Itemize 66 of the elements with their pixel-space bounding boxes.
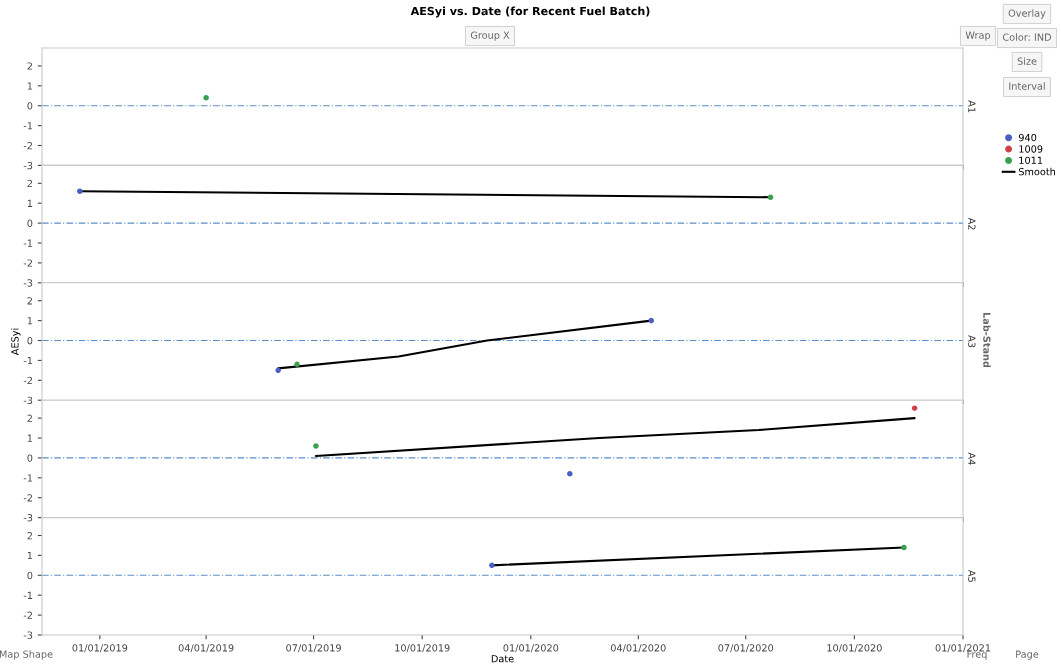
y-tick-label: 1 <box>27 434 33 442</box>
y-tick-label: -2 <box>23 611 32 619</box>
y-tick-label: -2 <box>23 376 32 384</box>
x-tick-label: 04/01/2019 <box>178 644 234 653</box>
text: Interval <box>1009 82 1045 90</box>
y-tick-label: 1 <box>27 317 33 325</box>
y-tick-label: -1 <box>23 239 33 247</box>
point <box>275 367 281 374</box>
point <box>313 443 319 449</box>
y-tick-label: 0 <box>27 102 33 110</box>
y-tick-label: 1 <box>27 199 33 207</box>
y-tick-label: 2 <box>27 62 32 70</box>
legend-label: 1009 <box>1019 145 1043 153</box>
y-tick-label: 1 <box>27 552 33 560</box>
x-tick-label: 01/01/2020 <box>503 644 559 653</box>
text: Map Shape <box>0 650 53 660</box>
text: Group X <box>470 31 510 41</box>
text: A1 <box>968 100 976 113</box>
legend-label: Smooth <box>1018 167 1055 176</box>
text: Color: IND <box>1002 33 1052 41</box>
y-tick-label: -3 <box>23 396 33 405</box>
y-tick-label: -1 <box>23 122 33 130</box>
point <box>294 361 300 368</box>
text: A4 <box>968 452 976 465</box>
y-tick-label: 0 <box>27 219 33 227</box>
y-tick-label: 0 <box>27 336 33 345</box>
y-tick-label: 2 <box>27 414 32 422</box>
y-tick-label: -1 <box>23 357 33 365</box>
y-tick-label: -3 <box>23 279 33 287</box>
text: A5 <box>968 569 976 582</box>
x-tick-label: 10/01/2019 <box>395 644 450 653</box>
y-tick-label: -3 <box>23 161 33 170</box>
x-axis-title: Date <box>491 655 514 663</box>
x-tick-label: 10/01/2020 <box>827 644 882 653</box>
point <box>911 405 918 411</box>
y-tick-label: -1 <box>23 474 33 482</box>
point <box>567 471 573 477</box>
x-tick-label: 04/01/2020 <box>610 644 666 653</box>
text: A3 <box>968 335 976 348</box>
point <box>648 317 655 324</box>
y-tick-label: 2 <box>27 179 32 187</box>
legend-label: 1011 <box>1019 156 1043 164</box>
text: Size <box>1017 57 1037 65</box>
line-series <box>314 417 916 457</box>
y-tick-label: -1 <box>23 591 33 599</box>
text: Page <box>1016 650 1039 660</box>
legend-label: 940 <box>1018 133 1037 142</box>
chart-title: AESyi vs. Date (for Recent Fuel Batch) <box>410 6 650 18</box>
text: A2 <box>968 217 976 230</box>
x-tick-label: 07/01/2020 <box>718 644 774 653</box>
y-axis-title: AESyi <box>11 328 21 356</box>
y-tick-label: -2 <box>23 494 32 502</box>
y-tick-label: 2 <box>27 531 32 540</box>
y-tick-label: -3 <box>23 631 33 639</box>
y-tick-label: -2 <box>23 141 32 150</box>
y-tick-label: -2 <box>23 259 32 267</box>
text: Overlay <box>1008 9 1046 19</box>
x-tick-label: 01/01/2019 <box>72 644 128 653</box>
x-tick-label: 07/01/2019 <box>286 644 341 653</box>
y-tick-label: 0 <box>27 571 33 580</box>
y-tick-label: 0 <box>27 454 33 462</box>
y-tick-label: -3 <box>23 514 33 522</box>
text: Lab-Stand <box>983 312 991 368</box>
y-tick-label: 2 <box>27 297 32 305</box>
y-tick-label: 1 <box>27 82 33 90</box>
text: Wrap <box>965 31 991 41</box>
